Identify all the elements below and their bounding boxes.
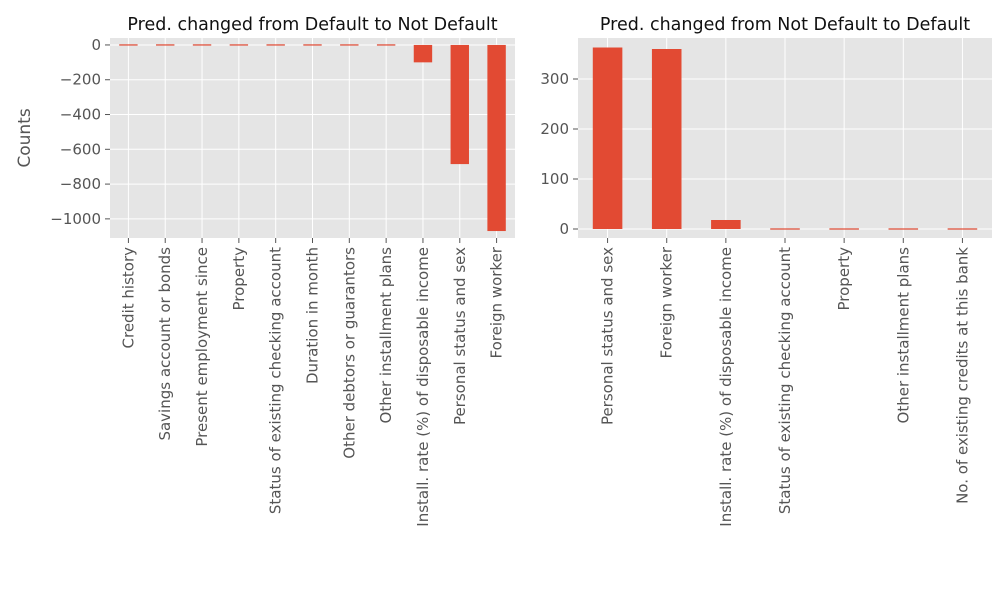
bar [592, 47, 623, 229]
x-tick-label: Status of existing checking account [267, 247, 285, 514]
bar [266, 44, 285, 46]
y-tick-label: 300 [540, 70, 569, 88]
x-tick-label: Install. rate (%) of disposable income [717, 247, 735, 527]
x-tick-label: Present employment since [193, 247, 211, 447]
x-tick-label: Property [835, 247, 853, 311]
bar [770, 228, 800, 230]
x-tick-label: Duration in month [304, 247, 322, 384]
bar [376, 44, 396, 46]
chart-panel-2: 0 100 200 300 Personal status and sex Foreign… [540, 15, 992, 527]
chart-title: Pred. changed from Default to Not Defaul… [127, 15, 497, 35]
x-tick-label: Foreign worker [658, 246, 676, 358]
bar [651, 49, 682, 229]
y-tick-label: −600 [60, 140, 101, 158]
bar [450, 44, 469, 165]
bar [303, 44, 322, 46]
bar [947, 228, 978, 230]
y-tick-label: −200 [60, 71, 101, 89]
bar [340, 44, 359, 46]
bar [192, 44, 212, 46]
bar [711, 220, 741, 229]
bar [888, 228, 919, 230]
bar [413, 44, 433, 63]
x-tick-label: Credit history [119, 247, 137, 349]
bar [829, 228, 859, 230]
x-tick-label: Status of existing checking account [776, 247, 794, 514]
y-tick-label: 200 [540, 120, 569, 138]
x-tick-label: Property [230, 247, 248, 311]
y-tick-label: 0 [91, 36, 101, 54]
x-tick-label: Personal status and sex [599, 247, 617, 425]
x-tick-label: Foreign worker [488, 246, 506, 358]
y-tick-label: 100 [540, 170, 569, 188]
y-tick-label: 0 [559, 220, 569, 238]
chart-title: Pred. changed from Not Default to Defaul… [600, 15, 970, 35]
x-tick-label: Personal status and sex [451, 247, 469, 425]
x-tick-label: No. of existing credits at this bank [953, 247, 971, 504]
y-tick-label: −400 [60, 106, 101, 124]
x-tick-label: Other installment plans [894, 247, 912, 424]
y-axis-label: Counts [15, 108, 35, 167]
bar [487, 44, 506, 232]
x-tick-label: Other debtors or guarantors [340, 247, 358, 459]
y-tick-label: −800 [60, 175, 101, 193]
bar [229, 44, 249, 46]
bar [119, 44, 138, 46]
x-tick-label: Install. rate (%) of disposable income [414, 247, 432, 527]
bar [156, 44, 175, 46]
chart-panel-1: 0 −200 −400 −600 −800 −1000 Credit history Savi… [15, 15, 515, 527]
x-tick-label: Savings account or bonds [156, 247, 174, 441]
x-tick-label: Other installment plans [377, 247, 395, 424]
y-tick-label: −1000 [50, 210, 101, 228]
